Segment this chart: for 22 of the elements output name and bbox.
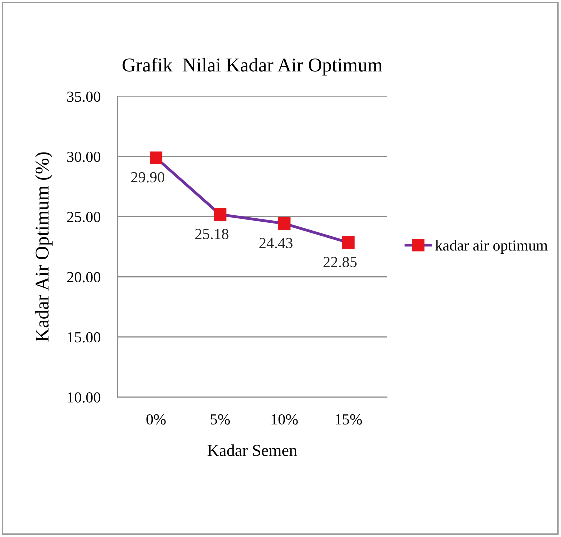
data-label: 24.43 <box>260 238 293 249</box>
y-tick-label: 20.00 <box>67 272 101 283</box>
x-tick-label: 10% <box>272 414 298 425</box>
chart-title: Grafik Nilai Kadar Air Optimum <box>122 58 383 76</box>
y-tick-label: 35.00 <box>68 92 101 102</box>
x-axis-title: Kadar Semen <box>208 444 298 456</box>
y-tick-label: 10.00 <box>68 392 101 403</box>
point <box>150 152 163 164</box>
point <box>278 218 291 230</box>
x-tick-label: 5% <box>211 414 230 425</box>
data-label: 29.90 <box>131 172 165 183</box>
legend-label: kadar air optimum <box>436 240 548 254</box>
y-tick-label: 25.00 <box>67 212 101 222</box>
y-tick-label: 15.00 <box>68 332 101 343</box>
point <box>214 208 227 222</box>
x-tick-label: 15% <box>336 414 362 425</box>
point <box>342 236 355 250</box>
x-tick-label: 0% <box>146 414 166 425</box>
y-axis-title: Kadar Air Optimum (%) <box>35 152 53 342</box>
data-label: 22.85 <box>324 257 357 268</box>
y-tick-label: 30.00 <box>68 152 101 162</box>
data-label: 25.18 <box>196 229 229 240</box>
